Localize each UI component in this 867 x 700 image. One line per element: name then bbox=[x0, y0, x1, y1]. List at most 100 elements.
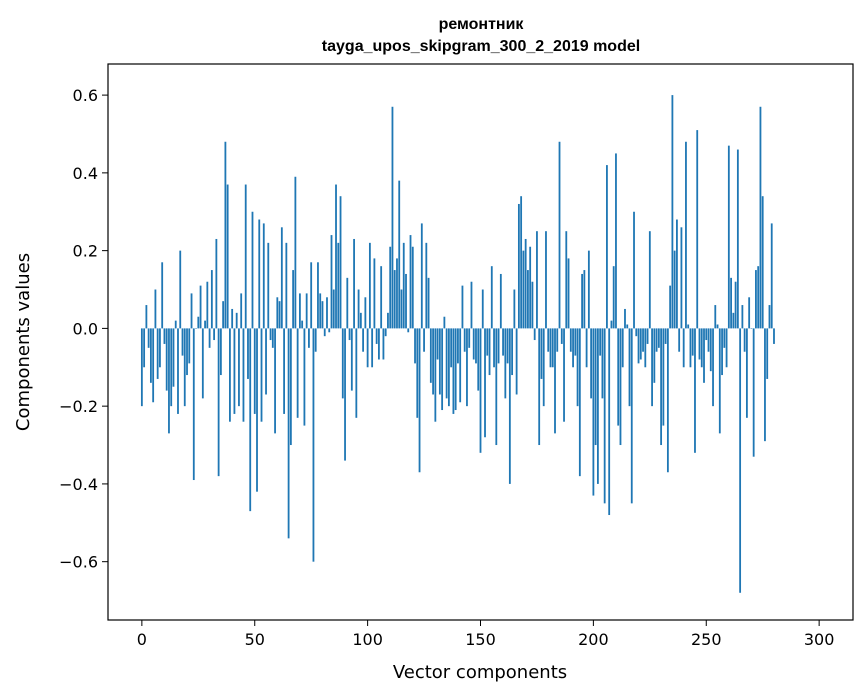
bar bbox=[215, 238, 218, 329]
bar bbox=[278, 301, 281, 329]
bar bbox=[289, 328, 292, 446]
bar bbox=[646, 328, 649, 344]
bar bbox=[642, 328, 644, 352]
bar bbox=[590, 328, 593, 399]
bar bbox=[578, 328, 581, 477]
bar bbox=[242, 328, 245, 422]
bar bbox=[382, 328, 385, 360]
bar bbox=[450, 328, 453, 368]
bar bbox=[355, 328, 358, 418]
bar bbox=[671, 95, 674, 329]
bar bbox=[396, 258, 398, 329]
bar bbox=[508, 328, 511, 484]
bar bbox=[755, 270, 757, 329]
bar bbox=[387, 312, 389, 329]
bar bbox=[168, 328, 170, 434]
bar bbox=[161, 262, 164, 329]
bar bbox=[554, 328, 556, 434]
bar bbox=[734, 281, 737, 329]
bar bbox=[411, 246, 414, 329]
bar bbox=[759, 106, 762, 329]
bar bbox=[700, 328, 703, 368]
bar bbox=[373, 258, 376, 329]
bar bbox=[585, 328, 588, 368]
bar bbox=[651, 328, 653, 407]
bar bbox=[326, 297, 328, 329]
bar bbox=[188, 328, 191, 364]
bar bbox=[210, 270, 213, 329]
bar bbox=[337, 242, 340, 329]
bar bbox=[522, 250, 525, 329]
bar bbox=[276, 297, 279, 329]
bar bbox=[752, 328, 755, 457]
bar bbox=[154, 289, 157, 329]
bar bbox=[317, 262, 319, 329]
bar bbox=[484, 328, 486, 438]
bar bbox=[685, 141, 687, 329]
bar bbox=[348, 328, 351, 341]
bar bbox=[344, 328, 346, 461]
bar bbox=[174, 320, 177, 329]
bar bbox=[213, 328, 216, 341]
bar bbox=[499, 273, 502, 329]
bar bbox=[698, 328, 701, 360]
bar bbox=[495, 328, 498, 446]
bar bbox=[165, 328, 168, 391]
bar bbox=[606, 165, 608, 329]
bar bbox=[486, 328, 489, 356]
bar bbox=[256, 328, 258, 492]
bar bbox=[707, 328, 710, 352]
bar bbox=[231, 308, 234, 329]
bar bbox=[147, 328, 150, 348]
bar-series bbox=[140, 95, 775, 593]
bar bbox=[653, 328, 656, 383]
bar bbox=[159, 328, 161, 368]
bar bbox=[619, 328, 622, 446]
bar bbox=[366, 328, 369, 368]
bar bbox=[258, 219, 261, 329]
bar bbox=[195, 328, 197, 329]
bar bbox=[441, 328, 444, 411]
bar bbox=[587, 250, 590, 329]
bar bbox=[249, 328, 252, 512]
bar bbox=[536, 231, 538, 329]
bar bbox=[280, 227, 283, 329]
plot-frame bbox=[107, 63, 854, 621]
bar bbox=[517, 203, 520, 329]
bar bbox=[533, 328, 536, 341]
bar bbox=[296, 328, 299, 418]
bar bbox=[660, 328, 663, 446]
x-axis-label: Vector components bbox=[393, 662, 567, 683]
bar bbox=[247, 328, 249, 379]
bar bbox=[466, 328, 468, 407]
bar bbox=[490, 266, 493, 329]
bar bbox=[730, 277, 732, 329]
bar bbox=[513, 289, 516, 329]
bar bbox=[226, 184, 229, 329]
bar bbox=[427, 277, 430, 329]
y-axis-ticks: −0.6 −0.4 −0.2 0.0 0.2 0.4 0.6 bbox=[59, 86, 108, 572]
bar bbox=[664, 328, 667, 344]
bar bbox=[479, 328, 482, 453]
bar bbox=[152, 328, 155, 403]
x-tick-label: 250 bbox=[691, 630, 722, 649]
bar bbox=[716, 324, 719, 329]
bar bbox=[511, 328, 514, 376]
bar bbox=[208, 328, 211, 348]
bar bbox=[425, 242, 428, 329]
bar bbox=[644, 328, 647, 368]
bar bbox=[378, 328, 380, 360]
bar bbox=[267, 242, 270, 329]
bar bbox=[434, 328, 437, 422]
bar bbox=[493, 328, 495, 368]
bar bbox=[635, 328, 638, 337]
bar bbox=[140, 328, 143, 407]
bar bbox=[222, 301, 225, 329]
bar bbox=[190, 293, 193, 329]
bar bbox=[432, 328, 434, 395]
bar bbox=[461, 285, 464, 329]
bar bbox=[438, 328, 441, 395]
bar bbox=[283, 328, 285, 414]
bar bbox=[384, 328, 387, 337]
